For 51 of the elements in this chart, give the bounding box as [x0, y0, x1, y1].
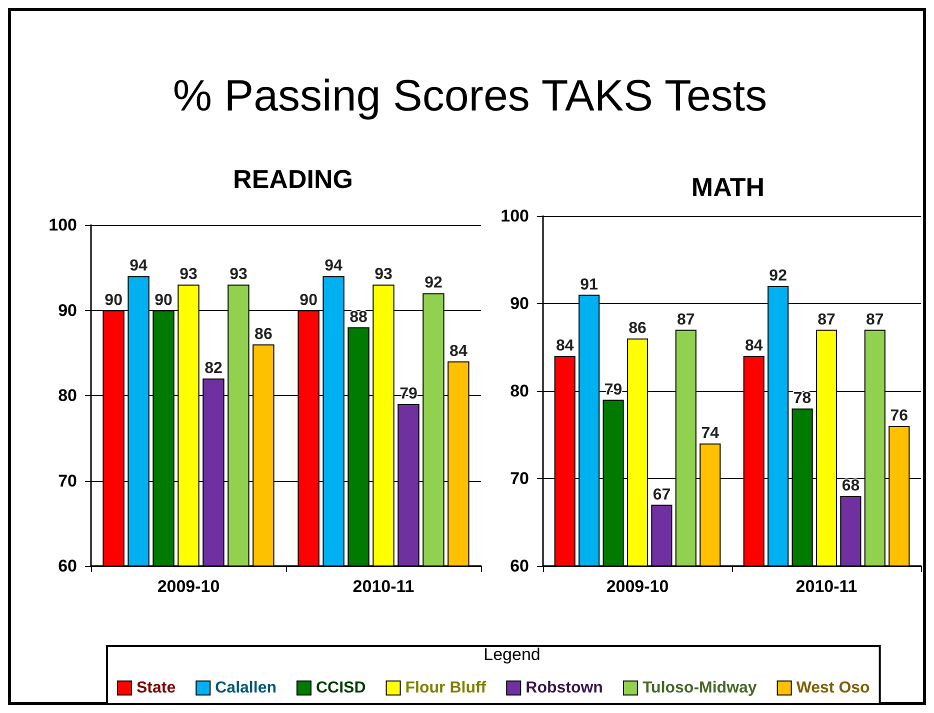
data-label: 94 [324, 258, 343, 275]
chart-title: MATH [691, 172, 765, 202]
data-label: 87 [866, 311, 884, 328]
legend-label: Flour Bluff [405, 680, 487, 696]
data-label: 93 [180, 266, 198, 284]
text: % Passing Scores TAKS Tests [172, 72, 768, 120]
y-tick-label: 60 [510, 556, 529, 576]
x-tick-label: 2010-11 [352, 577, 414, 596]
x-tick-label: 2009-10 [157, 577, 220, 596]
data-label: 84 [744, 338, 763, 354]
y-tick-label: 60 [58, 556, 77, 576]
legend-label: State [136, 680, 176, 696]
y-tick-label: 100 [500, 206, 529, 226]
y-tick-label: 100 [48, 216, 77, 234]
data-label: 90 [104, 292, 123, 309]
data-label: 86 [628, 320, 646, 337]
data-label: 78 [793, 390, 812, 407]
data-label: 68 [842, 478, 860, 494]
x-tick-label: 2009-10 [606, 577, 669, 596]
y-tick-label: 80 [58, 386, 77, 405]
legend-label: Calallen [215, 680, 276, 696]
data-label: 87 [677, 311, 695, 328]
data-label: 84 [450, 342, 468, 360]
data-label: 67 [652, 486, 671, 504]
y-tick-label: 70 [510, 469, 529, 488]
data-label: 88 [350, 308, 368, 326]
data-label: 84 [556, 338, 574, 354]
data-label: 92 [769, 268, 788, 284]
legend-label: West Oso [796, 680, 870, 696]
legend-label: Tuloso-Midway [642, 680, 757, 696]
data-label: 87 [818, 311, 836, 328]
data-label: 90 [300, 292, 318, 309]
data-label: 76 [890, 408, 908, 424]
legend-label: CCISD [316, 680, 366, 696]
legend-label: Robstown [526, 680, 603, 696]
data-label: 93 [230, 266, 248, 284]
legend-title: Legend [484, 645, 540, 664]
data-label: 91 [580, 276, 598, 294]
data-label: 82 [204, 360, 222, 377]
data-label: 93 [374, 266, 392, 284]
data-label: 94 [130, 258, 148, 275]
y-tick-label: 90 [58, 300, 77, 320]
y-tick-label: 80 [510, 382, 529, 400]
x-tick-label: 2010-11 [796, 577, 858, 596]
data-label: 90 [154, 292, 173, 309]
data-label: 86 [254, 326, 272, 343]
chart-title: READING [233, 164, 353, 194]
data-label: 74 [701, 425, 720, 442]
y-tick-label: 70 [58, 471, 77, 490]
y-tick-label: 90 [510, 294, 529, 313]
data-label: 92 [424, 274, 442, 292]
